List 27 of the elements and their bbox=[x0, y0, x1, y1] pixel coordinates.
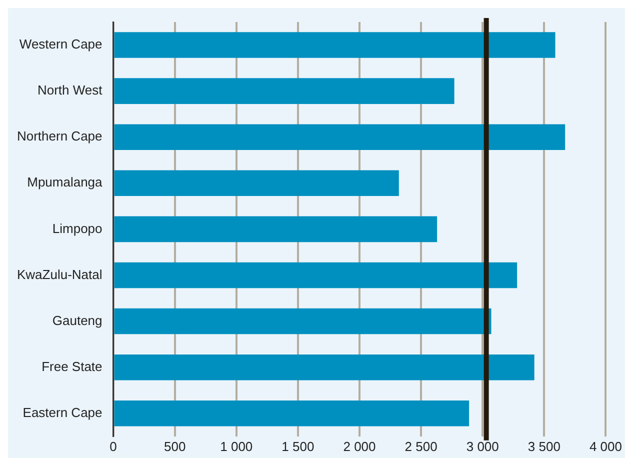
x-tick-label: 2 500 bbox=[404, 438, 438, 454]
y-tick-label: Northern Cape bbox=[16, 128, 102, 144]
y-tick-label: Free State bbox=[42, 358, 102, 374]
x-tick-label: 0 bbox=[110, 438, 117, 454]
x-tick-label: 2 000 bbox=[343, 438, 376, 454]
y-tick-label: Mpumalanga bbox=[27, 174, 104, 190]
x-tick-label: 1 000 bbox=[220, 438, 253, 454]
y-tick-label: Eastern Cape bbox=[22, 404, 102, 420]
y-tick-label: Limpopo bbox=[52, 220, 102, 236]
bar bbox=[114, 262, 518, 288]
x-tick-label: 3 000 bbox=[466, 438, 499, 454]
bar bbox=[114, 216, 438, 242]
bar bbox=[114, 170, 399, 196]
bar bbox=[114, 400, 470, 426]
bar bbox=[114, 308, 492, 334]
y-tick-label: Western Cape bbox=[19, 36, 102, 52]
bar bbox=[114, 32, 556, 58]
bar bbox=[114, 354, 534, 380]
y-tick-label: Gauteng bbox=[52, 312, 102, 328]
x-tick-label: 500 bbox=[164, 438, 186, 454]
bar bbox=[114, 124, 566, 150]
x-tick-label: 4 000 bbox=[589, 438, 622, 454]
y-tick-label: KwaZulu-Natal bbox=[17, 266, 102, 282]
x-tick-label: 1 500 bbox=[282, 438, 314, 454]
y-tick-label: North West bbox=[37, 82, 103, 98]
x-tick-label: 3 500 bbox=[528, 438, 560, 454]
bar bbox=[114, 78, 454, 104]
